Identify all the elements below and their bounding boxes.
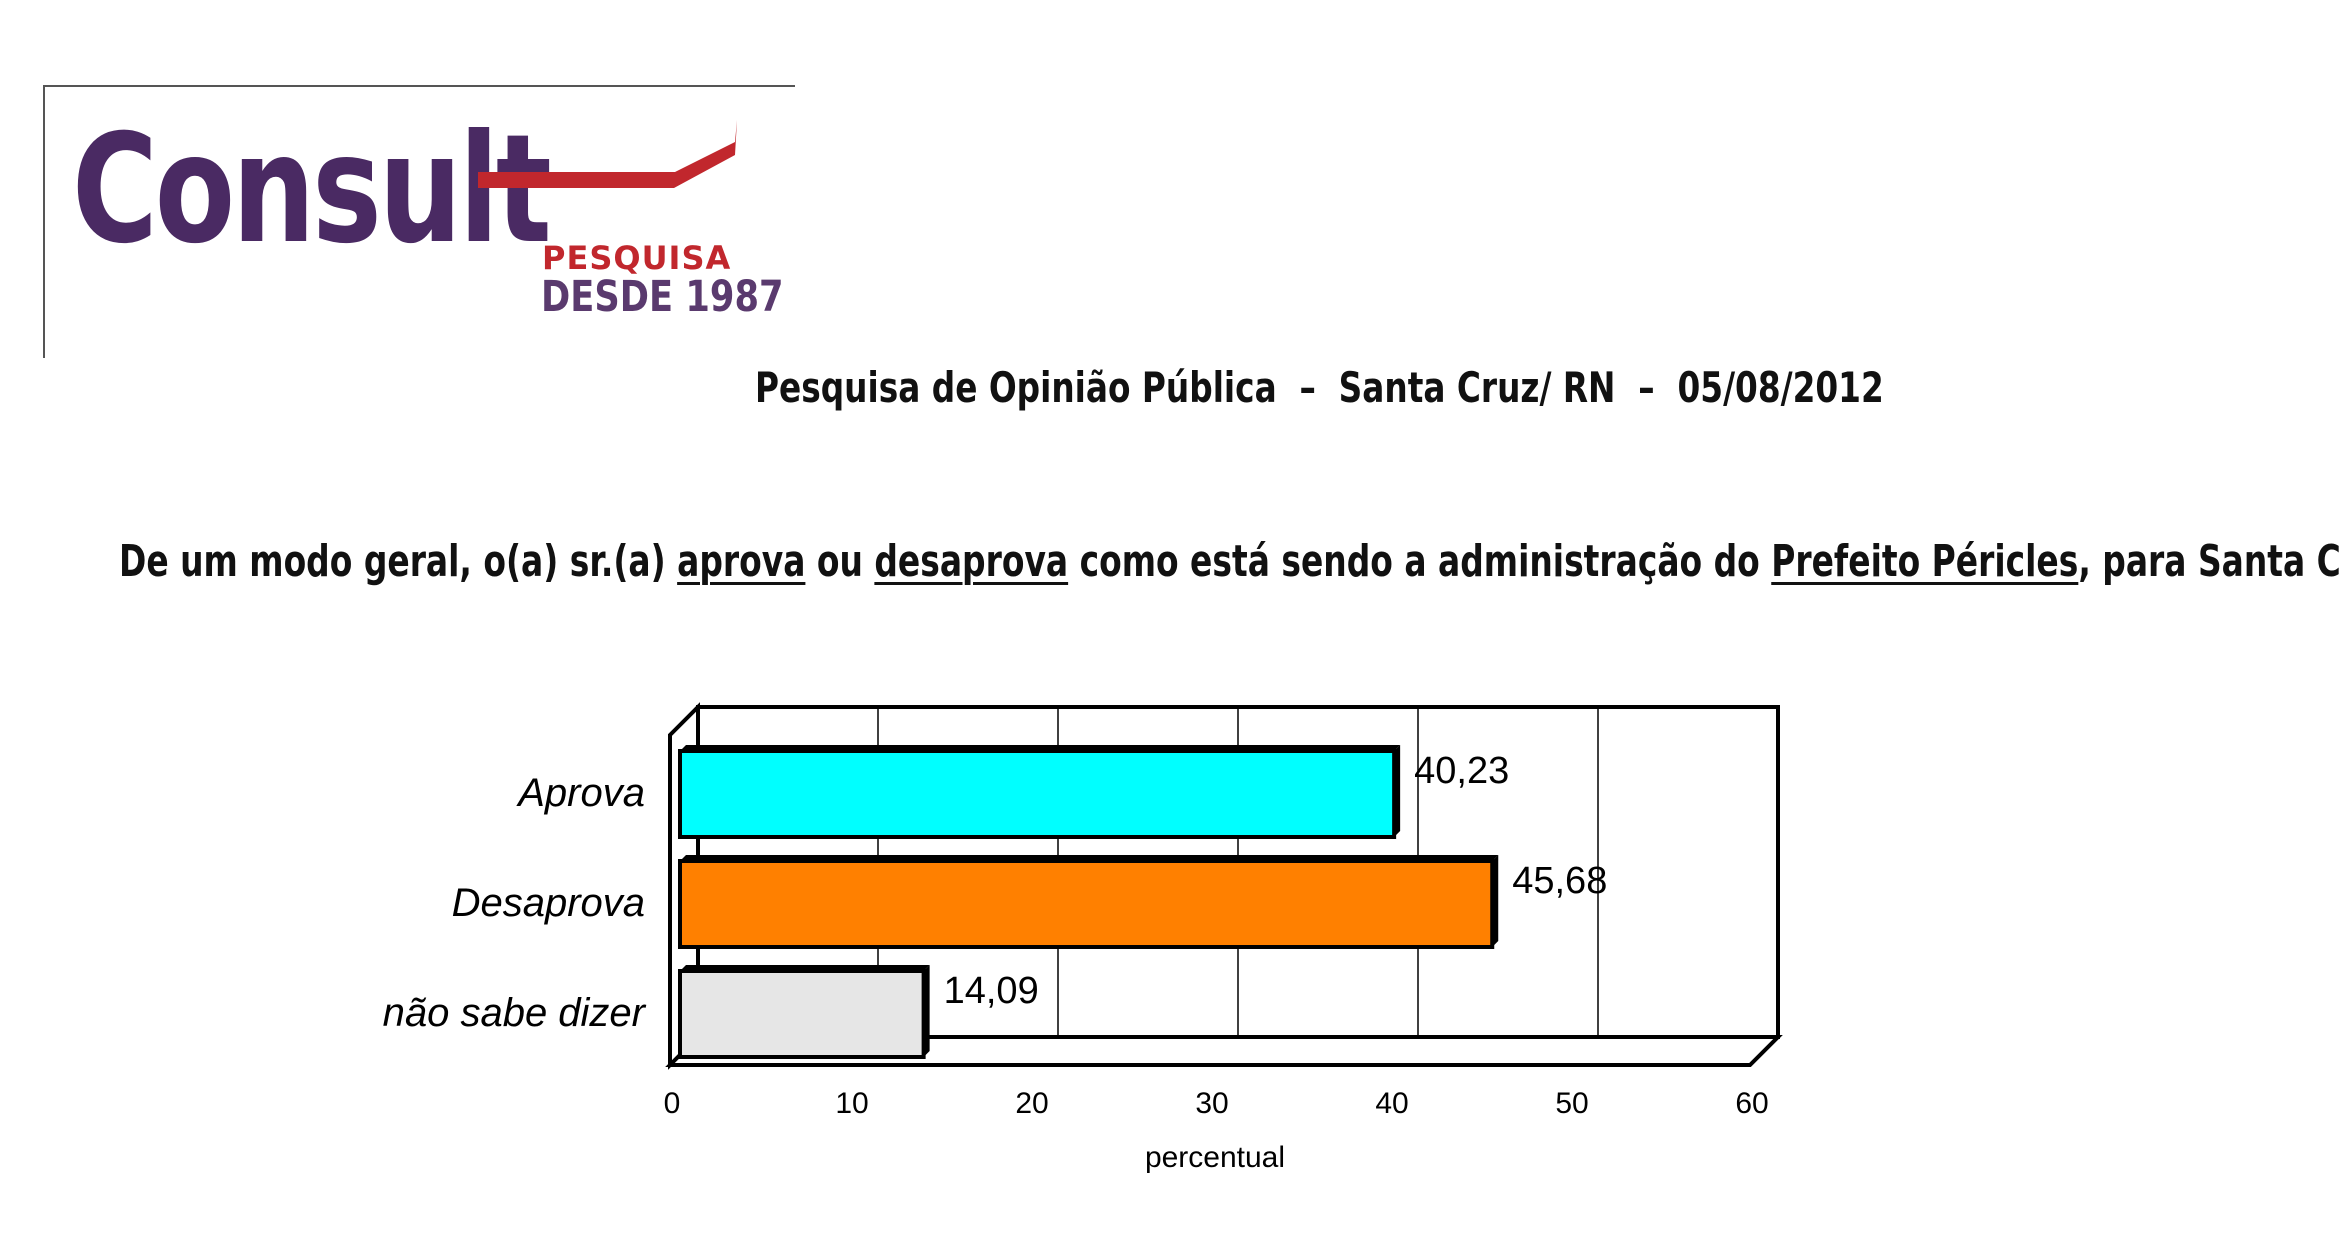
question-prefeito: Prefeito Péricles [1771,536,2079,587]
bar-value-label-1: 45,68 [1512,860,1607,902]
bar-0 [678,749,1397,839]
category-label-2: não sabe dizer [383,991,647,1035]
x-tick-label-60: 60 [1735,1087,1768,1120]
question-part-4: , para Santa Cruz? [2078,536,2343,587]
category-label-1: Desaprova [452,881,645,925]
logo-tagline-pesquisa: PESQUISA [542,239,732,277]
x-tick-label-30: 30 [1195,1087,1228,1120]
survey-question: De um modo geral, o(a) sr.(a) aprova ou … [119,534,2343,590]
x-axis-label: percentual [1145,1141,1285,1174]
x-tick-label-40: 40 [1375,1087,1408,1120]
bar-2 [678,969,926,1059]
question-aprova: aprova [677,536,806,587]
bar-1 [678,859,1495,949]
survey-header: Pesquisa de Opinião Pública – Santa Cruz… [755,363,1884,412]
question-desaprova: desaprova [874,536,1069,587]
bar-value-label-0: 40,23 [1414,750,1509,792]
x-tick-label-20: 20 [1015,1087,1048,1120]
logo-frame-top [43,85,795,87]
bar-value-label-2: 14,09 [944,970,1039,1012]
logo-tagline-desde: DESDE 1987 [541,272,784,322]
x-tick-label-0: 0 [664,1087,681,1120]
logo-brand: Consult [72,103,552,277]
x-tick-label-50: 50 [1555,1087,1588,1120]
x-tick-label-10: 10 [835,1087,868,1120]
logo-swoosh-icon [478,120,737,188]
logo-frame-left [43,85,45,358]
question-part-1: De um modo geral, o(a) sr.(a) [119,536,678,587]
category-label-0: Aprova [516,771,645,815]
question-part-2: ou [805,536,875,587]
question-part-3: como está sendo a administração do [1068,536,1772,587]
